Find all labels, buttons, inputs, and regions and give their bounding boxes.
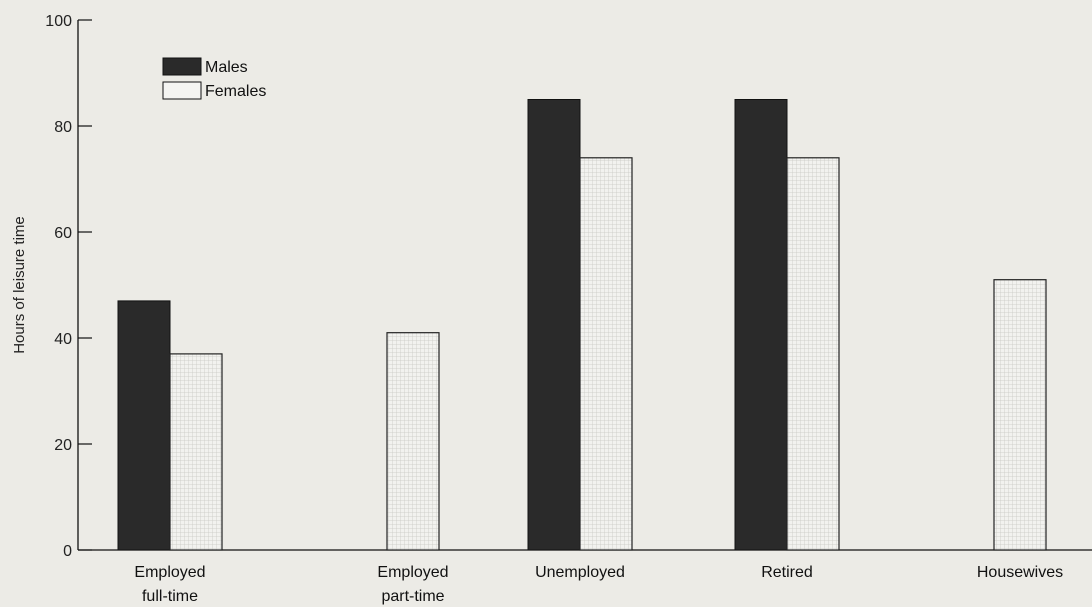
y-tick-label: 40 — [54, 331, 72, 348]
legend-swatch-females — [162, 81, 202, 100]
legend-swatch-males — [162, 57, 202, 76]
x-category-label: Retired — [761, 564, 813, 581]
x-category-label: full-time — [142, 588, 198, 605]
bar-females — [169, 353, 223, 551]
y-tick-label: 100 — [45, 13, 72, 30]
x-category-label: Unemployed — [535, 564, 625, 581]
y-axis-label: Hours of leisure time — [11, 216, 28, 354]
y-tick-label: 20 — [54, 437, 72, 454]
axes: 0 20 40 60 80 100 — [45, 13, 1092, 560]
bar-females — [993, 279, 1047, 551]
x-category-label: Employed — [377, 564, 448, 581]
bar-males — [527, 99, 581, 551]
bar-males — [117, 300, 171, 551]
x-category-label: part-time — [381, 588, 444, 605]
bars — [117, 99, 1047, 551]
y-tick-label: 80 — [54, 119, 72, 136]
bar-females — [386, 332, 440, 551]
bar-females — [579, 157, 633, 551]
x-category-label: Housewives — [977, 564, 1063, 581]
bar-females — [786, 157, 840, 551]
legend-label-males: Males — [205, 59, 248, 76]
x-category-label: Employed — [134, 564, 205, 581]
legend: Males Females — [162, 57, 266, 100]
y-tick-label: 0 — [63, 543, 72, 560]
bar-males — [734, 99, 788, 551]
legend-label-females: Females — [205, 83, 266, 100]
y-tick-label: 60 — [54, 225, 72, 242]
category-labels: Employed full-time Employed part-time Unempl… — [134, 564, 1063, 605]
